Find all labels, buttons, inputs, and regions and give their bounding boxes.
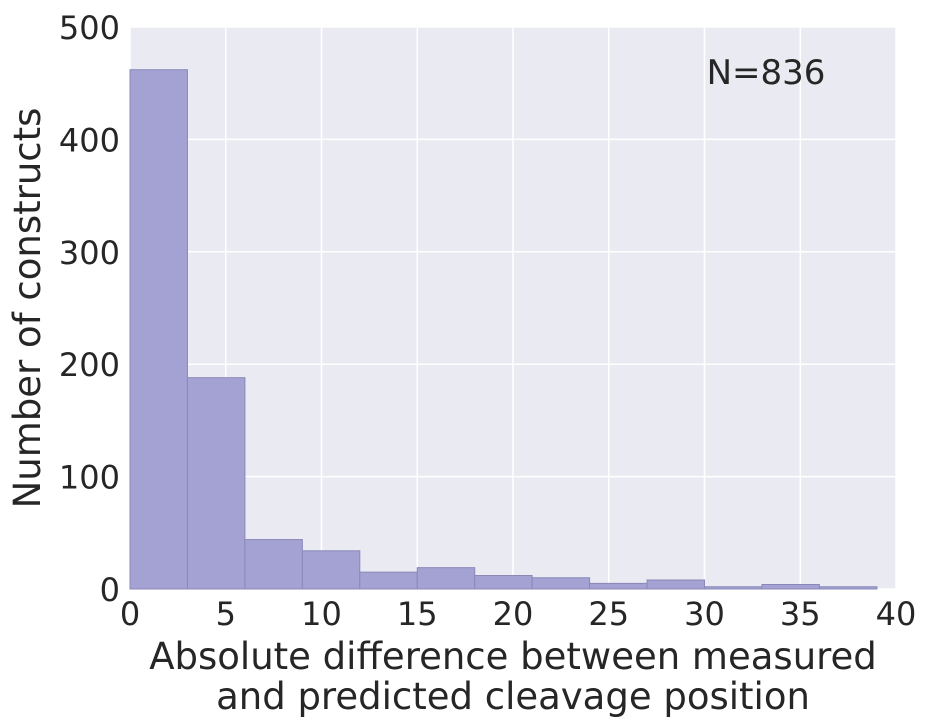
- histogram-bar: [646, 579, 705, 590]
- histogram-bar: [301, 550, 361, 590]
- x-tick-label: 40: [876, 595, 917, 633]
- histogram-bar: [129, 69, 188, 590]
- x-axis-label-line-2: and predicted cleavage position: [216, 675, 810, 718]
- x-tick-label: 35: [780, 595, 821, 633]
- x-axis-label-line-1: Absolute difference between measured: [149, 635, 877, 678]
- histogram-bars: [129, 69, 878, 590]
- y-tick-label: 0: [100, 571, 120, 609]
- x-tick-label: 25: [588, 595, 629, 633]
- y-tick-labels: 0 100 200 300 400 500: [59, 9, 120, 609]
- annotation-count: N=836: [707, 53, 826, 93]
- histogram-bar: [474, 575, 533, 590]
- histogram-bar: [416, 567, 476, 590]
- histogram-bar: [359, 571, 418, 590]
- y-tick-label: 500: [59, 9, 120, 47]
- y-tick-label: 300: [59, 234, 120, 272]
- y-tick-label: 100: [59, 459, 120, 497]
- histogram-bar: [244, 539, 303, 590]
- histogram-bar: [818, 586, 878, 590]
- y-axis-label: Number of constructs: [6, 108, 49, 509]
- histogram-bar: [531, 577, 591, 590]
- x-tick-labels: 0 5 10 15 20 25 30 35 40: [120, 595, 917, 633]
- x-tick-label: 30: [684, 595, 725, 633]
- histogram-bar: [589, 582, 648, 590]
- histogram-bar: [761, 584, 820, 590]
- x-tick-label: 5: [216, 595, 236, 633]
- x-tick-label: 0: [120, 595, 140, 633]
- x-tick-label: 15: [397, 595, 438, 633]
- histogram-bar: [186, 377, 246, 590]
- y-tick-label: 400: [59, 121, 120, 159]
- x-tick-label: 10: [301, 595, 342, 633]
- y-tick-label: 200: [59, 346, 120, 384]
- x-tick-label: 20: [493, 595, 534, 633]
- histogram-bar: [704, 586, 763, 590]
